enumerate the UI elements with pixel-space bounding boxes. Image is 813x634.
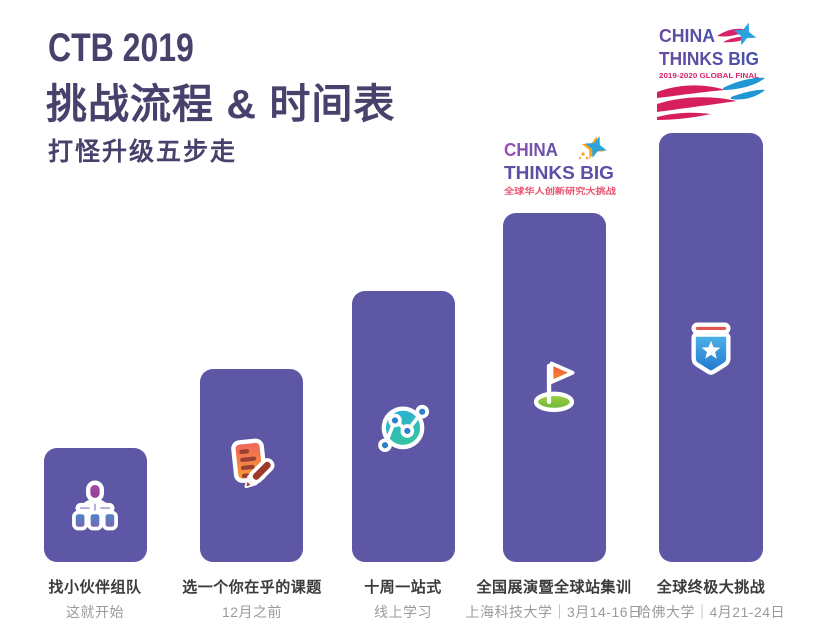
step-label-2: 选一个你在乎的课题 12月之前 [152, 576, 352, 622]
step-sublabel: 上海科技大学｜3月14-16日 [465, 604, 643, 620]
step-title: 找小伙伴组队 [48, 579, 142, 596]
eyebrow-title: CTB 2019 [48, 26, 194, 70]
step-sublabel: 12月之前 [221, 604, 283, 620]
step-title: 选一个你在乎的课题 [182, 579, 322, 596]
corner-logo-china: CHINA [659, 26, 715, 46]
chart-logo-thinksbig: THINKS BIG [504, 163, 614, 183]
network-icon [378, 404, 430, 453]
document-pencil-icon [231, 438, 275, 489]
step-label-5: 全球终极大挑战 哈佛大学｜4月21-24日 [611, 576, 811, 622]
step-title: 全国展演暨全球站集训 [476, 579, 632, 596]
ctb-corner-logo: CHINA THINKS BIG 2019-2020 GLOBAL FINAL [657, 22, 765, 120]
badge-star-icon [691, 322, 731, 375]
page-title: 挑战流程 & 时间表 [46, 81, 396, 127]
step-sublabel: 这就开始 [66, 604, 124, 620]
ctb-chart-logo: CHINA THINKS BIG 全球华人创新研究大挑战 [503, 136, 617, 196]
corner-logo-tagline: 2019-2020 GLOBAL FINAL [659, 73, 760, 80]
wave-stripes-icon [657, 77, 765, 120]
step-label-4: 全国展演暨全球站集训 上海科技大学｜3月14-16日 [454, 576, 654, 622]
step-label-1: 找小伙伴组队 这就开始 [0, 576, 195, 622]
chart-logo-tagline: 全球华人创新研究大挑战 [503, 186, 617, 196]
step-title: 全球终极大挑战 [656, 579, 766, 596]
step-bar-4 [503, 213, 606, 562]
step-sublabel: 哈佛大学｜4月21-24日 [636, 604, 786, 620]
sparkle-star-icon [578, 136, 607, 160]
chart-logo-china: CHINA [504, 140, 558, 160]
team-icon [72, 480, 118, 531]
star-swoosh-icon [717, 22, 757, 46]
step-title: 十周一站式 [364, 579, 442, 596]
step-sublabel: 线上学习 [374, 604, 432, 620]
step-label-3: 十周一站式 线上学习 [303, 576, 503, 622]
corner-logo-thinksbig: THINKS BIG [659, 49, 759, 69]
page-subtitle: 打怪升级五步走 [48, 138, 238, 166]
flag-icon [533, 361, 575, 413]
